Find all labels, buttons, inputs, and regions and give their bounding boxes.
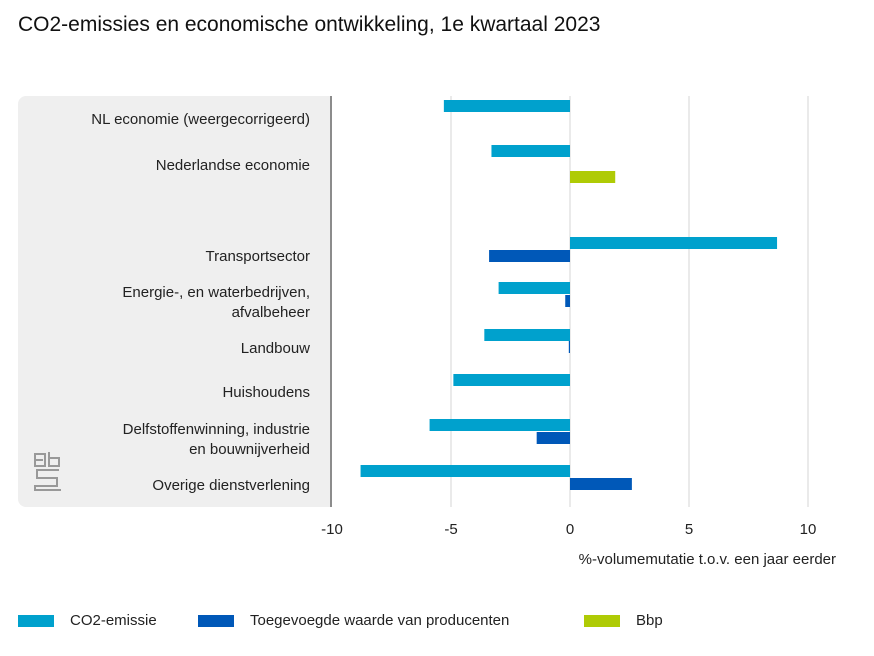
bar xyxy=(491,145,570,157)
x-tick-label: 0 xyxy=(565,521,575,538)
bar xyxy=(489,250,570,262)
category-label: Nederlandse economie xyxy=(155,157,310,174)
legend-swatch xyxy=(584,614,620,627)
x-tick-label: -5 xyxy=(444,521,458,538)
bar xyxy=(536,432,570,444)
bar xyxy=(570,171,616,183)
x-axis-label: %-volumemutatie t.o.v. een jaar eerder xyxy=(578,551,836,568)
category-label-line: Delfstoffenwinning, industrie xyxy=(122,421,310,438)
cbs-logo-icon xyxy=(34,452,61,491)
category-label-line: afvalbeheer xyxy=(231,304,310,321)
category-label: Landbouw xyxy=(240,340,310,357)
bar xyxy=(453,374,570,386)
bar xyxy=(360,465,570,477)
legend-swatch xyxy=(198,614,234,627)
legend-label: Toegevoegde waarde van producenten xyxy=(250,612,510,629)
bar xyxy=(570,478,632,490)
x-tick-label: -10 xyxy=(321,521,343,538)
category-label: Transportsector xyxy=(205,248,310,265)
legend-label: Bbp xyxy=(636,612,663,629)
category-panel xyxy=(18,96,330,507)
bar xyxy=(484,329,570,341)
category-label-line: Energie-, en waterbedrijven, xyxy=(122,284,310,301)
bar xyxy=(565,295,570,307)
category-label: Huishoudens xyxy=(222,384,310,401)
chart-title: CO2-emissies en economische ontwikkeling… xyxy=(18,13,601,36)
category-label: Overige dienstverlening xyxy=(152,477,310,494)
category-label-line: en bouwnijverheid xyxy=(189,441,310,458)
category-label: NL economie (weergecorrigeerd) xyxy=(91,111,310,128)
bar xyxy=(429,419,570,431)
bar xyxy=(570,237,778,249)
bar xyxy=(498,282,570,294)
legend-label: CO2-emissie xyxy=(70,612,157,629)
bar xyxy=(443,100,570,112)
x-tick-label: 10 xyxy=(799,521,817,538)
legend-swatch xyxy=(18,614,54,627)
x-tick-label: 5 xyxy=(684,521,694,538)
legend-item-co2[interactable]: CO2-emissie xyxy=(18,612,157,629)
legend-item-bbp[interactable]: Bbp xyxy=(584,612,663,629)
legend-item-toegevoegde-waarde[interactable]: Toegevoegde waarde van producenten xyxy=(198,612,509,629)
category-label: Energie-, en waterbedrijven, afvalbeheer xyxy=(122,283,310,323)
category-label: Delfstoffenwinning, industrie en bouwnijv… xyxy=(123,420,310,460)
bar xyxy=(568,341,570,353)
